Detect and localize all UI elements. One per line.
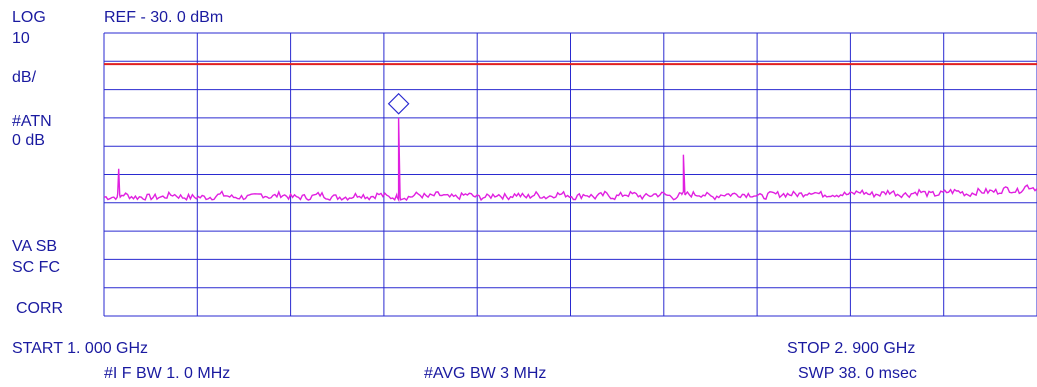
- graticule-grid: [103, 32, 1037, 317]
- start-frequency-label: START 1. 000 GHz: [12, 340, 149, 357]
- if-bandwidth-label: #I F BW 1. 0 MHz: [104, 365, 231, 382]
- sweep-time-label: SWP 38. 0 msec: [798, 365, 917, 382]
- video-avg-status: VA SB: [12, 238, 58, 255]
- spectrum-trace: [103, 117, 1037, 203]
- scale-mode-label: LOG: [12, 9, 46, 26]
- attenuation-value: 0 dB: [12, 132, 45, 149]
- stop-frequency-label: STOP 2. 900 GHz: [787, 340, 916, 357]
- scale-value: 10: [12, 30, 30, 47]
- reference-level-label: REF - 30. 0 dBm: [104, 9, 224, 26]
- avg-bandwidth-label: #AVG BW 3 MHz: [424, 365, 547, 382]
- correction-status: CORR: [16, 300, 64, 317]
- scale-unit: dB/: [12, 69, 37, 86]
- marker-diamond-icon: [387, 92, 410, 115]
- sweep-coupling-status: SC FC: [12, 259, 60, 276]
- attenuation-label: #ATN: [12, 113, 52, 130]
